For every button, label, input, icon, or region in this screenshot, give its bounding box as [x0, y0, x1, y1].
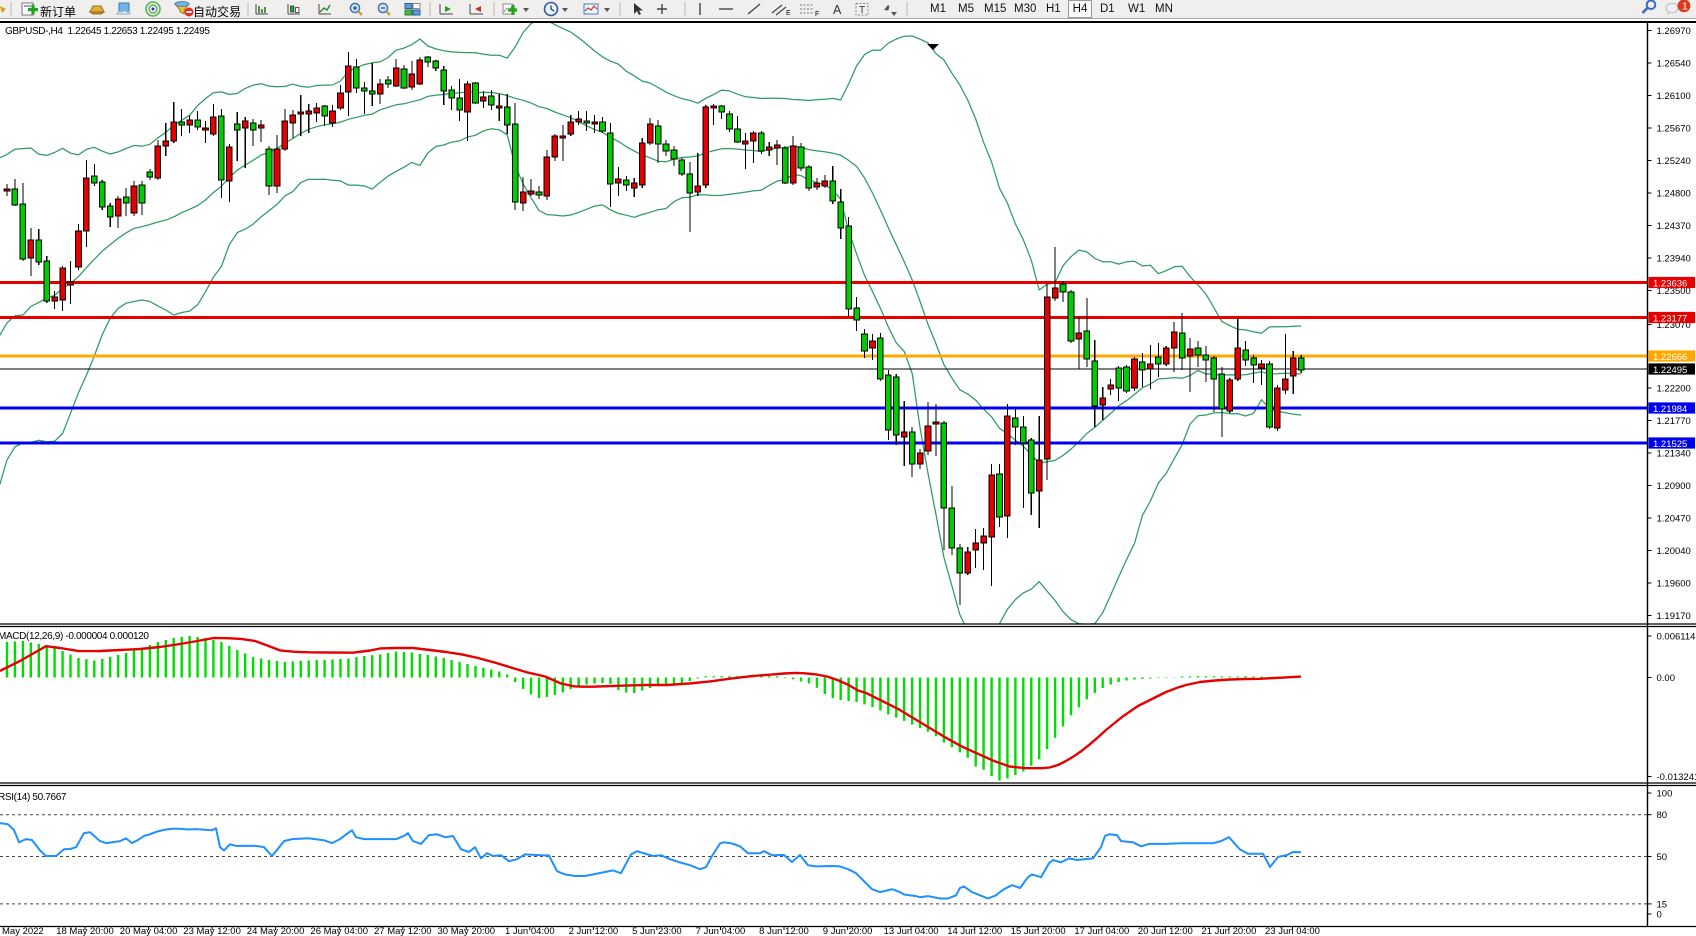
svg-text:30 May 20:00: 30 May 20:00: [438, 926, 496, 936]
svg-text:14 Jun 12:00: 14 Jun 12:00: [947, 926, 1002, 936]
svg-text:1.22666: 1.22666: [1653, 352, 1687, 363]
svg-text:18 May 20:00: 18 May 20:00: [56, 926, 114, 936]
svg-text:1 Jun 04:00: 1 Jun 04:00: [505, 926, 555, 936]
svg-text:5 Jun 23:00: 5 Jun 23:00: [632, 926, 682, 936]
svg-text:80: 80: [1657, 810, 1668, 821]
svg-text:2 Jun 12:00: 2 Jun 12:00: [569, 926, 619, 936]
svg-text:1.24370: 1.24370: [1657, 221, 1691, 232]
svg-text:1.21984: 1.21984: [1653, 404, 1687, 415]
svg-text:1.23636: 1.23636: [1653, 278, 1687, 289]
svg-text:20 Jun 12:00: 20 Jun 12:00: [1138, 926, 1193, 936]
svg-text:100: 100: [1657, 789, 1673, 800]
svg-text:1.23500: 1.23500: [1657, 286, 1691, 297]
svg-text:23 May 12:00: 23 May 12:00: [183, 926, 241, 936]
svg-text:E: E: [786, 10, 791, 17]
svg-text:9 Jun 20:00: 9 Jun 20:00: [823, 926, 873, 936]
svg-text:1.21525: 1.21525: [1653, 439, 1687, 450]
svg-text:26 May 04:00: 26 May 04:00: [310, 926, 368, 936]
svg-text:1.21770: 1.21770: [1657, 416, 1691, 427]
svg-text:1.26970: 1.26970: [1657, 26, 1691, 37]
svg-text:1.20900: 1.20900: [1657, 481, 1691, 492]
svg-text:0: 0: [1657, 910, 1662, 921]
svg-text:1.23070: 1.23070: [1657, 320, 1691, 331]
svg-text:MACD(12,26,9) -0.000004 0.0001: MACD(12,26,9) -0.000004 0.000120: [0, 631, 149, 642]
svg-text:1.25670: 1.25670: [1657, 124, 1691, 135]
svg-text:7 Jun 04:00: 7 Jun 04:00: [696, 926, 746, 936]
svg-text:27 May 12:00: 27 May 12:00: [374, 926, 432, 936]
svg-text:1.24800: 1.24800: [1657, 189, 1691, 200]
svg-text:8 Jun 12:00: 8 Jun 12:00: [759, 926, 809, 936]
svg-text:13 Jun 04:00: 13 Jun 04:00: [884, 926, 939, 936]
svg-text:A: A: [833, 3, 842, 17]
svg-text:F: F: [815, 11, 819, 18]
svg-text:1.26540: 1.26540: [1657, 59, 1691, 70]
svg-text:1.21340: 1.21340: [1657, 449, 1691, 460]
svg-text:1.20040: 1.20040: [1657, 546, 1691, 557]
svg-text:15 Jun 20:00: 15 Jun 20:00: [1011, 926, 1066, 936]
svg-text:-0.013241: -0.013241: [1657, 772, 1696, 783]
svg-text:24 May 20:00: 24 May 20:00: [247, 926, 305, 936]
svg-text:T: T: [859, 5, 865, 16]
svg-text:1.22495: 1.22495: [1653, 365, 1687, 376]
svg-text:1.20470: 1.20470: [1657, 514, 1691, 525]
svg-text:1.19600: 1.19600: [1657, 579, 1691, 590]
svg-text:1.23177: 1.23177: [1653, 313, 1687, 324]
svg-text:1.22200: 1.22200: [1657, 384, 1691, 395]
svg-text:23 Jun 04:00: 23 Jun 04:00: [1265, 926, 1320, 936]
svg-text:21 Jun 20:00: 21 Jun 20:00: [1201, 926, 1256, 936]
svg-text:15: 15: [1657, 899, 1668, 910]
svg-text:1: 1: [1682, 1, 1688, 13]
svg-text:20 May 04:00: 20 May 04:00: [120, 926, 178, 936]
svg-text:50: 50: [1657, 852, 1668, 863]
svg-text:0.00: 0.00: [1657, 673, 1676, 684]
svg-text:GBPUSD-,H4 1.22645 1.22653 1.: GBPUSD-,H4 1.22645 1.22653 1.22495 1.224…: [5, 26, 210, 37]
svg-text:1.23940: 1.23940: [1657, 254, 1691, 265]
svg-text:May 2022: May 2022: [2, 926, 44, 936]
svg-text:1.19170: 1.19170: [1657, 611, 1691, 622]
svg-text:RSI(14) 50.7667: RSI(14) 50.7667: [0, 792, 67, 803]
svg-text:1.25240: 1.25240: [1657, 156, 1691, 167]
svg-text:1.26100: 1.26100: [1657, 91, 1691, 102]
svg-text:17 Jun 04:00: 17 Jun 04:00: [1074, 926, 1129, 936]
svg-text:0.006114: 0.006114: [1657, 632, 1696, 643]
